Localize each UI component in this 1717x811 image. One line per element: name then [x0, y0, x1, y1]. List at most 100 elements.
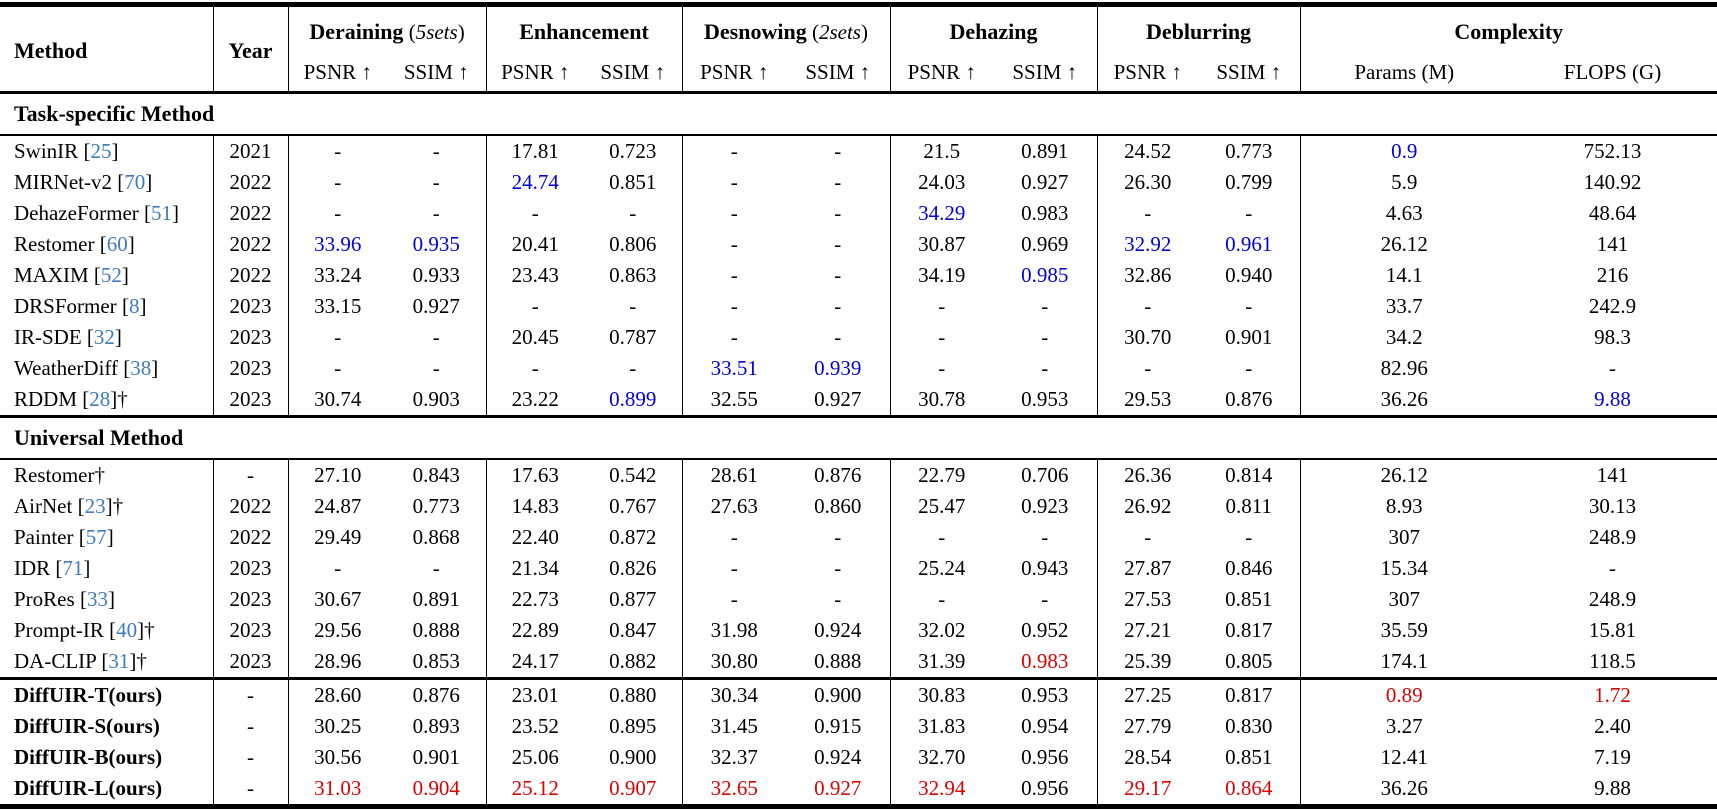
value-cell: -: [432, 325, 440, 350]
value-cell: 0.706: [1021, 463, 1069, 488]
value-cell: -: [1041, 525, 1049, 550]
method-name: DiffUIR-L(ours): [14, 776, 163, 801]
value-cell: -: [629, 294, 637, 319]
citation-link[interactable]: 32: [93, 325, 115, 350]
value-cell: 32.86: [1096, 260, 1198, 291]
value-cell: 216: [1596, 263, 1629, 288]
value-cell: 30.56: [287, 742, 387, 773]
value-cell: 14.83: [485, 491, 584, 522]
value-cell: -: [834, 325, 842, 350]
value-cell: 24.87: [287, 491, 387, 522]
citation-link[interactable]: 28: [89, 387, 111, 412]
value-cell: -: [834, 263, 842, 288]
value-cell: -: [834, 525, 842, 550]
year-cell: 2022: [212, 198, 288, 229]
citation-link[interactable]: 71: [62, 556, 84, 581]
method-name: IDR [71]: [14, 556, 91, 581]
col-header-year: Year: [212, 4, 288, 93]
value-cell: 32.37: [681, 742, 786, 773]
value-cell: 0.799: [1225, 170, 1273, 195]
value-cell: -: [681, 553, 786, 584]
citation-link[interactable]: 33: [86, 587, 108, 612]
citation-link[interactable]: 25: [90, 139, 112, 164]
value-cell: -: [1096, 522, 1198, 553]
year-cell: 2023: [212, 646, 288, 679]
value-cell: 0.805: [1225, 649, 1273, 674]
citation-link[interactable]: 60: [106, 232, 128, 257]
value-cell: 0.830: [1225, 714, 1273, 739]
value-cell: -: [1041, 325, 1049, 350]
value-cell: 0.846: [1225, 556, 1273, 581]
citation-link[interactable]: 8: [128, 294, 140, 319]
value-cell: -: [889, 522, 993, 553]
value-cell: 0.876: [387, 677, 486, 711]
value-cell: 0.954: [1021, 714, 1069, 739]
year-cell: 2023: [212, 322, 288, 353]
value-cell: 27.63: [681, 491, 786, 522]
value-cell: 32.55: [681, 384, 786, 417]
value-cell: 0.895: [609, 714, 657, 739]
value-cell: -: [629, 356, 637, 381]
citation-link[interactable]: 57: [85, 525, 107, 550]
value-cell: -: [834, 232, 842, 257]
citation-link[interactable]: 38: [130, 356, 152, 381]
value-cell: 0.851: [1225, 587, 1273, 612]
value-cell: 31.83: [889, 711, 993, 742]
col-header-method: Method: [14, 38, 88, 64]
value-cell: -: [834, 556, 842, 581]
value-cell: -: [834, 139, 842, 164]
method-name: IR-SDE [32]: [14, 325, 122, 350]
value-cell: 30.87: [889, 229, 993, 260]
table-row: DiffUIR-L(ours) -31.03 0.904 25.12 0.907 32.6…: [0, 773, 1717, 807]
value-cell: 0.943: [1021, 556, 1069, 581]
value-cell: 7.19: [1594, 745, 1631, 770]
value-cell: 14.1: [1299, 260, 1508, 291]
value-cell: -: [1245, 201, 1253, 226]
citation-link[interactable]: 40: [116, 618, 138, 643]
citation-link[interactable]: 31: [108, 649, 130, 674]
citation-link[interactable]: 23: [84, 494, 106, 519]
value-cell: 31.45: [681, 711, 786, 742]
value-cell: -: [681, 291, 786, 322]
value-cell: 242.9: [1588, 294, 1637, 319]
table-row: MIRNet-v2 [70] 2022- -24.74 0.851- -24.03 0.9…: [0, 167, 1717, 198]
value-cell: -: [681, 167, 786, 198]
col-header-deblurring-ssim: SSIM ↑: [1198, 53, 1300, 94]
year-cell: 2023: [212, 584, 288, 615]
value-cell: -: [889, 584, 993, 615]
value-cell: 0.952: [1021, 618, 1069, 643]
value-cell: 33.24: [287, 260, 387, 291]
col-header-dehazing-psnr: PSNR ↑: [889, 53, 993, 94]
value-cell: 140.92: [1583, 170, 1642, 195]
value-cell: 22.73: [485, 584, 584, 615]
citation-link[interactable]: 51: [151, 201, 173, 226]
citation-link[interactable]: 70: [124, 170, 146, 195]
value-cell: -: [287, 135, 387, 167]
value-cell: 31.39: [889, 646, 993, 679]
value-cell: 0.899: [609, 387, 657, 412]
value-cell: -: [1096, 198, 1198, 229]
citation-link[interactable]: 52: [100, 263, 122, 288]
value-cell: 0.956: [1021, 776, 1069, 801]
value-cell: -: [485, 353, 584, 384]
value-cell: 29.56: [287, 615, 387, 646]
col-header-desnowing-ssim: SSIM ↑: [786, 53, 890, 94]
value-cell: 29.17: [1096, 773, 1198, 807]
value-cell: -: [432, 201, 440, 226]
value-cell: 30.83: [889, 677, 993, 711]
group-header-deraining: Deraining (5sets): [287, 4, 486, 53]
value-cell: -: [1096, 353, 1198, 384]
value-cell: 0.900: [609, 745, 657, 770]
value-cell: 0.935: [412, 232, 460, 257]
year-cell: 2022: [212, 491, 288, 522]
value-cell: -: [1245, 356, 1253, 381]
value-cell: -: [432, 170, 440, 195]
method-name: SwinIR [25]: [14, 139, 119, 164]
col-header-enhancement-psnr: PSNR ↑: [485, 53, 584, 94]
value-cell: -: [1609, 356, 1616, 381]
value-cell: 0.876: [814, 463, 862, 488]
value-cell: 0.904: [412, 776, 460, 801]
value-cell: 0.969: [1021, 232, 1069, 257]
value-cell: -: [681, 198, 786, 229]
